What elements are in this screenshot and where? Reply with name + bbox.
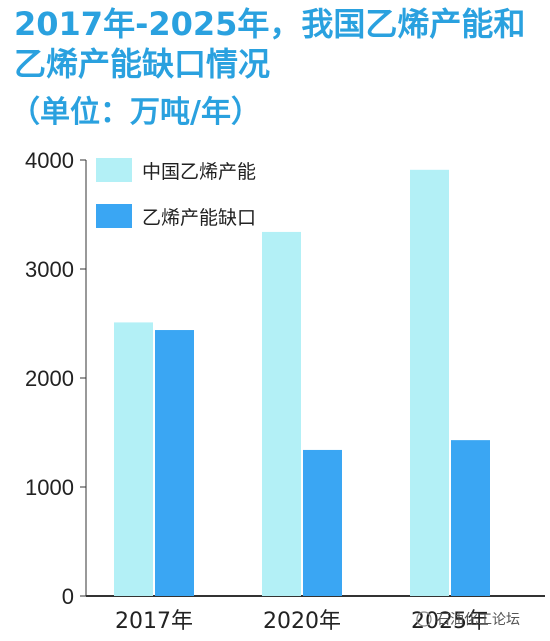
wechat-icon <box>416 611 432 627</box>
y-tick-label: 0 <box>62 584 74 609</box>
bar-capacity <box>410 169 449 596</box>
legend-swatch <box>96 158 132 182</box>
chart-subtitle: （单位：万吨/年） <box>10 95 261 130</box>
legend-swatch <box>96 204 132 228</box>
y-axis-ticks: 0 1000 2000 3000 4000 <box>25 148 86 609</box>
bar-gap <box>155 330 194 596</box>
bar-capacity <box>114 322 153 596</box>
bar-gap <box>451 440 490 596</box>
x-axis-ticks: 2017年 2020年 2025年 <box>115 609 489 634</box>
chart-title: 2017年-2025年，我国乙烯产能和乙烯产能缺口情况 <box>14 5 526 83</box>
x-tick-label: 2017年 <box>115 609 193 634</box>
y-tick-label: 2000 <box>25 366 74 391</box>
watermark-text: 石油化工论坛 <box>436 612 520 628</box>
y-tick-label: 1000 <box>25 475 74 500</box>
y-tick-label: 4000 <box>25 148 74 173</box>
x-tick-label: 2020年 <box>263 609 341 634</box>
bars <box>114 169 490 596</box>
legend-label: 乙烯产能缺口 <box>142 207 256 229</box>
x-tick-label: 2025年 <box>411 609 489 634</box>
y-tick-label: 3000 <box>25 257 74 282</box>
bar-gap <box>303 449 342 596</box>
bar-capacity <box>262 231 301 596</box>
watermark: 石油化工论坛 <box>416 611 520 628</box>
legend-label: 中国乙烯产能 <box>142 161 256 183</box>
